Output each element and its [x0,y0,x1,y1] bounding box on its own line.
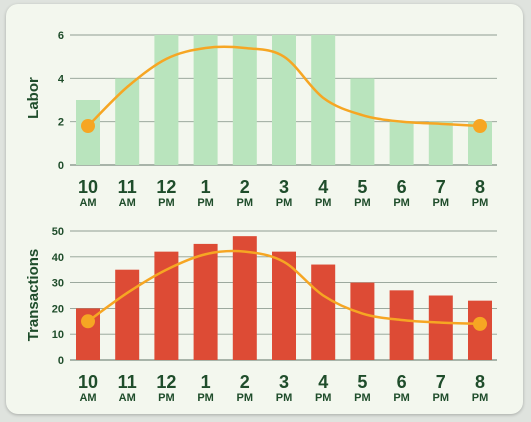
labor-x-tick-label: 4 [318,177,328,197]
labor-bar [428,121,453,165]
transactions-x-tick-sublabel: PM [197,392,214,404]
transactions-bar [154,251,179,360]
transactions-y-tick-label: 20 [52,303,64,315]
transactions-x-tick-sublabel: AM [79,392,96,404]
labor-x-tick-label: 10 [78,177,98,197]
transactions-y-tick-label: 50 [52,226,64,238]
labor-axis-label: Labor [25,77,42,119]
transactions-y-tick-label: 10 [52,329,64,341]
transactions-x-tick-sublabel: PM [276,392,293,404]
transactions-bar [389,290,414,360]
labor-bar [193,35,218,165]
labor-bar [350,78,375,165]
labor-y-tick-label: 4 [58,73,65,85]
labor-x-tick-label: 12 [156,177,176,197]
transactions-x-tick-label: 2 [240,372,250,392]
transactions-x-tick-label: 11 [118,372,137,392]
transactions-bar [311,264,336,360]
labor-x-tick-label: 11 [118,177,137,197]
labor-trend-endpoint [81,119,95,133]
transactions-x-tick-sublabel: PM [158,392,175,404]
transactions-x-tick-label: 8 [475,372,485,392]
labor-x-tick-label: 5 [357,177,367,197]
labor-x-tick-sublabel: PM [197,197,214,209]
transactions-bar [428,295,453,360]
labor-x-tick-sublabel: PM [472,197,489,209]
transactions-x-tick-sublabel: PM [237,392,254,404]
transactions-x-tick-sublabel: AM [119,392,136,404]
labor-bar [115,78,140,165]
labor-x-tick-label: 2 [240,177,250,197]
transactions-x-tick-label: 1 [201,372,211,392]
transactions-x-tick-label: 7 [436,372,446,392]
labor-x-tick-sublabel: PM [354,197,371,209]
labor-y-tick-label: 0 [58,160,64,172]
labor-bar [311,35,336,165]
transactions-x-tick-label: 10 [78,372,98,392]
labor-trend-line [87,45,481,128]
labor-x-tick-label: 1 [201,177,211,197]
labor-x-tick-label: 6 [397,177,407,197]
labor-bar [272,35,296,165]
labor-bar [389,121,414,165]
labor-x-tick-sublabel: PM [237,197,254,209]
labor-x-tick-sublabel: AM [119,197,136,209]
transactions-bar [272,251,296,360]
transactions-trend-endpoint [81,314,95,329]
transactions-x-tick-sublabel: PM [315,392,332,404]
transactions-x-tick-label: 5 [357,372,367,392]
transactions-bar [232,236,257,360]
transactions-x-tick-label: 12 [156,372,176,392]
transactions-x-tick-label: 3 [279,372,289,392]
labor-x-tick-sublabel: AM [79,197,96,209]
transactions-x-tick-sublabel: PM [354,392,371,404]
labor-trend-endpoint [473,119,487,133]
labor-x-tick-label: 7 [436,177,446,197]
transactions-x-tick-sublabel: PM [472,392,489,404]
transactions-y-tick-label: 0 [58,355,64,367]
labor-x-tick-label: 3 [279,177,289,197]
transactions-trend-line [87,249,481,326]
transactions-x-tick-sublabel: PM [433,392,450,404]
transactions-x-tick-label: 6 [397,372,407,392]
transactions-bar [350,282,375,360]
labor-x-tick-sublabel: PM [433,197,450,209]
labor-x-tick-sublabel: PM [393,197,410,209]
labor-y-tick-label: 6 [58,30,64,42]
transactions-trend-endpoint [473,316,487,331]
transactions-y-tick-label: 40 [52,252,64,264]
transactions-bar [115,269,140,360]
labor-x-tick-sublabel: PM [276,197,293,209]
transactions-x-tick-sublabel: PM [393,392,410,404]
labor-x-tick-sublabel: PM [315,197,332,209]
labor-y-tick-label: 2 [58,117,64,129]
transactions-y-tick-label: 30 [52,278,64,290]
transactions-axis-label: Transactions [25,249,42,342]
transactions-x-tick-label: 4 [318,372,328,392]
labor-x-tick-label: 8 [475,177,485,197]
labor-bar [232,35,257,165]
labor-x-tick-sublabel: PM [158,197,175,209]
transactions-bar [193,243,218,360]
